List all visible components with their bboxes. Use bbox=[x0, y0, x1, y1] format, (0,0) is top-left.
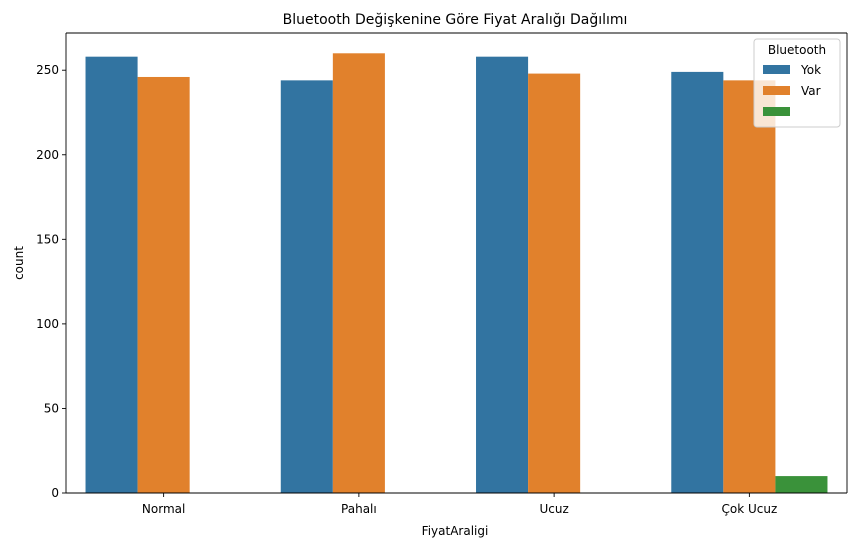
legend-title: Bluetooth bbox=[768, 43, 826, 57]
x-tick-label: Ucuz bbox=[539, 502, 568, 516]
legend-swatch bbox=[763, 65, 790, 74]
y-tick-label: 200 bbox=[36, 148, 59, 162]
x-tick-label: Çok Ucuz bbox=[721, 502, 777, 516]
bar bbox=[775, 476, 828, 493]
bar bbox=[528, 73, 581, 494]
bar bbox=[280, 80, 333, 494]
legend: Bluetooth Yok Var bbox=[753, 38, 841, 128]
legend-label: Var bbox=[801, 84, 821, 98]
legend-swatch bbox=[763, 86, 790, 95]
legend-label: Yok bbox=[800, 63, 821, 77]
y-tick-label: 150 bbox=[36, 232, 59, 246]
bar bbox=[332, 53, 385, 493]
chart-title: Bluetooth Değişkenine Göre Fiyat Aralığı… bbox=[283, 12, 628, 28]
bar bbox=[671, 71, 724, 493]
y-tick-label: 100 bbox=[36, 317, 59, 331]
legend-frame bbox=[753, 38, 841, 128]
x-axis-label: FiyatAraligi bbox=[422, 524, 489, 538]
x-tick-label: Pahalı bbox=[341, 502, 377, 516]
y-tick-label: 50 bbox=[44, 401, 59, 415]
bar bbox=[723, 80, 776, 494]
x-axis: Normal Pahalı Ucuz Çok Ucuz bbox=[142, 493, 777, 516]
bar bbox=[85, 56, 138, 493]
y-tick-label: 0 bbox=[51, 486, 59, 500]
y-axis-label: count bbox=[12, 246, 26, 280]
legend-swatch bbox=[763, 107, 790, 116]
y-tick-label: 250 bbox=[36, 63, 59, 77]
bar bbox=[476, 56, 529, 493]
y-axis: 0 50 100 150 200 250 bbox=[36, 63, 66, 500]
plot-area bbox=[65, 32, 848, 494]
bar bbox=[137, 76, 190, 494]
x-tick-label: Normal bbox=[142, 502, 185, 516]
